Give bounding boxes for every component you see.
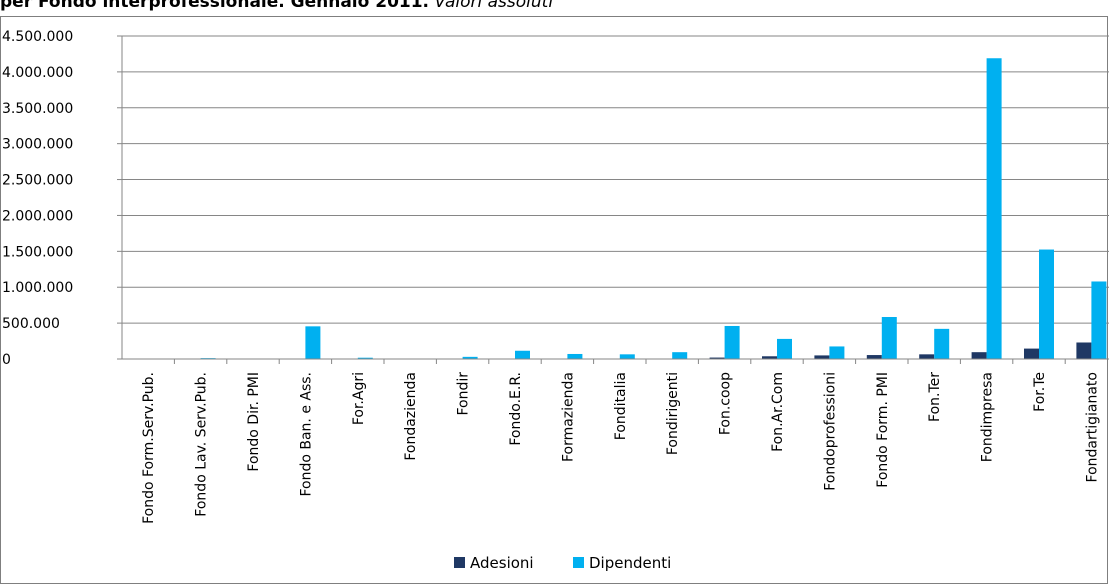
chart-title-bold: per Fondo interprofessionale. Gennaio 20… <box>0 0 430 12</box>
bar-dipendenti <box>1091 281 1107 359</box>
chart-frame <box>0 16 1108 584</box>
bar-dipendenti <box>462 356 478 359</box>
y-tick-label: 3.000.000 <box>2 137 73 153</box>
legend-label-adesioni: Adesioni <box>470 554 534 572</box>
bar-adesioni <box>762 356 777 359</box>
x-tick-label: Fondo.E.R. <box>508 372 524 446</box>
bar-adesioni <box>1076 342 1092 359</box>
x-tick-label: Fondartigianato <box>1084 372 1100 482</box>
x-tick-label: Fondo Form.Serv.Pub. <box>141 372 157 524</box>
bar-dipendenti <box>1039 249 1054 359</box>
x-tick-label: Formazienda <box>560 372 576 462</box>
chart-title-italic: Valori assoluti <box>429 0 554 12</box>
y-axis-ticks: 0 500.000 1.000.000 1.500.000 2.000.000 2.500… <box>2 29 122 368</box>
legend: Adesioni Dipendenti <box>454 554 671 572</box>
y-tick-label: 3.500.000 <box>2 101 73 117</box>
bar-dipendenti <box>672 352 688 359</box>
legend-label-dipendenti: Dipendenti <box>589 554 671 572</box>
y-tick-label: 1.000.000 <box>2 280 73 296</box>
x-tick-label: Fondirigenti <box>665 372 681 455</box>
bar-adesioni <box>709 357 725 359</box>
x-tick-label: Fon.Ar.Com <box>770 372 786 452</box>
bar-dipendenti <box>515 350 530 359</box>
bar-dipendenti <box>934 328 950 359</box>
bar-adesioni <box>1024 348 1039 359</box>
legend-swatch-dipendenti <box>573 557 584 568</box>
grid-lines <box>122 35 1109 324</box>
x-tick-label: Fondo Lav. Serv.Pub. <box>194 372 210 517</box>
y-tick-label: 1.500.000 <box>2 244 73 260</box>
bar-adesioni <box>919 354 935 359</box>
x-tick-label: Fondimpresa <box>980 372 996 462</box>
bar-dipendenti <box>305 326 321 359</box>
bar-dipendenti <box>829 346 845 359</box>
y-tick-label: 4.000.000 <box>2 65 73 81</box>
x-tick-label: Fondoprofessioni <box>822 372 838 491</box>
chart-title: per Fondo interprofessionale. Gennaio 20… <box>0 0 1109 16</box>
y-tick-label: 2.000.000 <box>2 208 73 224</box>
y-tick-label: 500.000 <box>2 316 60 332</box>
bar-dipendenti <box>567 353 583 359</box>
x-tick-label: Fon.coop <box>718 372 734 435</box>
x-tick-label: For.Agri <box>351 372 367 425</box>
x-tick-label: Fondazienda <box>403 372 419 461</box>
bar-dipendenti <box>724 325 740 359</box>
y-tick-label: 0 <box>2 352 11 368</box>
x-tick-label: Fonditalia <box>613 372 629 440</box>
legend-swatch-adesioni <box>454 557 465 568</box>
x-tick-label: For.Te <box>1032 372 1048 412</box>
y-tick-label: 2.500.000 <box>2 173 73 189</box>
x-tick-label: Fondo Ban. e Ass. <box>298 372 314 497</box>
bar-adesioni <box>866 355 882 359</box>
y-tick-label: 4.500.000 <box>2 29 73 45</box>
x-tick-label: Fon.Ter <box>927 372 943 422</box>
x-tick-label: Fondo Dir. PMI <box>246 372 262 472</box>
x-axis-labels: Fondo Form.Serv.Pub. Fondo Lav. Serv.Pub.… <box>141 359 1100 524</box>
x-tick-label: Fondir <box>456 372 472 416</box>
bar-dipendenti <box>881 317 897 359</box>
bars <box>148 58 1107 360</box>
bar-dipendenti <box>777 338 792 359</box>
bar-dipendenti <box>619 354 635 359</box>
bar-adesioni <box>814 355 830 359</box>
x-tick-label: Fondo Form. PMI <box>875 372 891 488</box>
bar-adesioni <box>971 352 987 359</box>
bar-dipendenti <box>357 357 373 359</box>
bar-dipendenti <box>986 58 1002 360</box>
